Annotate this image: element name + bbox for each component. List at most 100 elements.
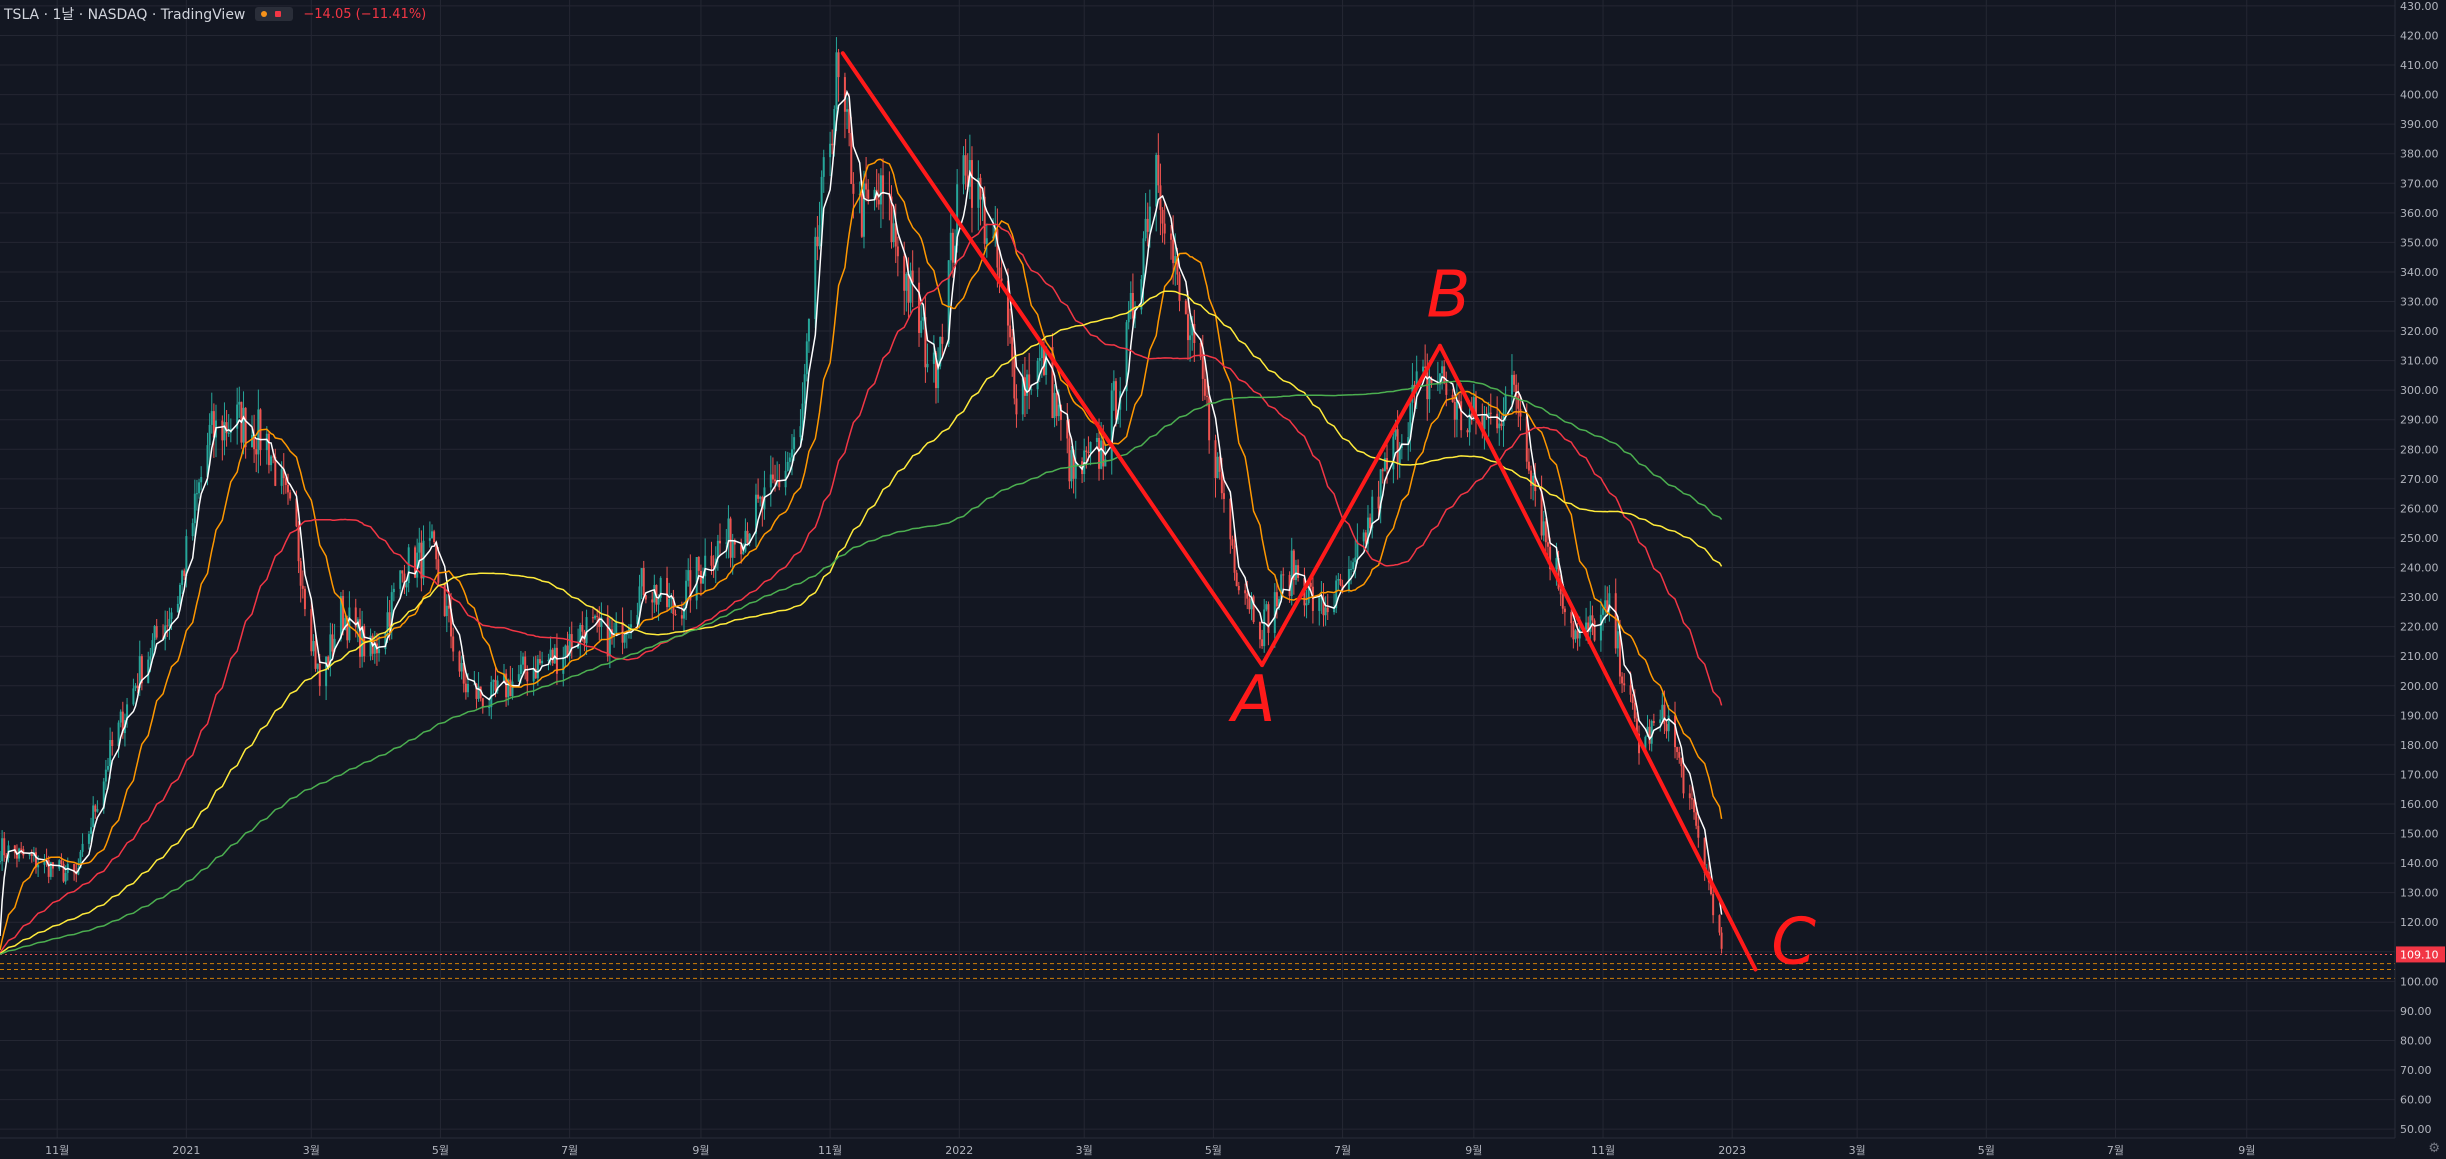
price-tick-label: 50.00 [2400, 1123, 2432, 1136]
candle-body [170, 612, 173, 619]
candle-body [208, 424, 211, 446]
candle-body [1674, 715, 1677, 748]
candle-body [136, 685, 139, 688]
indicator-icons[interactable] [255, 7, 294, 21]
candle-body [1527, 461, 1530, 471]
candle-body [1445, 383, 1448, 395]
candle-body [62, 863, 65, 882]
candle-body [733, 541, 736, 545]
candle-body [979, 177, 982, 200]
settings-gear-icon[interactable]: ⚙ [2428, 1141, 2440, 1156]
candle-body [1201, 357, 1204, 379]
candle-body [316, 663, 319, 669]
candle-body [1055, 392, 1058, 417]
candle-body [651, 599, 654, 603]
price-axis[interactable]: 50.0060.0070.0080.0090.00100.00110.00120… [2394, 0, 2446, 1159]
candle-body [769, 474, 772, 488]
candle-body [1248, 598, 1251, 610]
candle-body [331, 634, 334, 652]
candle-body [526, 671, 529, 682]
moving-average-line [0, 158, 1723, 951]
candle-body [1483, 414, 1486, 430]
candle-body [90, 827, 93, 835]
candle-body [799, 426, 802, 438]
candle-body [710, 555, 713, 566]
candle-body [788, 457, 791, 462]
candle-body [1335, 580, 1338, 609]
candle-body [1676, 747, 1679, 753]
candle-body [983, 196, 986, 244]
candle-body [1038, 358, 1041, 361]
candle-body [985, 238, 988, 244]
candle-body [1392, 436, 1395, 470]
candle-body [977, 177, 980, 208]
candle-body [1455, 400, 1458, 420]
candle-body [1292, 550, 1295, 581]
price-levels [0, 953, 2395, 979]
candle-body [443, 582, 446, 617]
candle-body [759, 496, 762, 499]
candle-body [1415, 371, 1418, 389]
candle-body [562, 656, 565, 674]
candle-body [1057, 404, 1060, 417]
candle-body [909, 270, 912, 303]
candle-body [934, 352, 937, 389]
price-tick-label: 180.00 [2400, 739, 2439, 752]
candle-body [58, 860, 61, 869]
candle-body [1599, 614, 1602, 641]
candle-body [1193, 323, 1196, 344]
candle-body [1311, 586, 1314, 611]
price-tick-label: 60.00 [2400, 1094, 2432, 1107]
price-tick-label: 350.00 [2400, 236, 2439, 249]
candle-body [966, 175, 969, 187]
candle-body [348, 607, 351, 641]
candle-body [119, 711, 122, 723]
price-tick-label: 270.00 [2400, 473, 2439, 486]
candle-body [164, 625, 167, 639]
candle-body [920, 320, 923, 333]
candle-body [1428, 378, 1431, 400]
candle-body [312, 641, 315, 652]
candle-body [911, 270, 914, 283]
candle-body [670, 596, 673, 599]
candle-body [956, 184, 959, 246]
candle-body [1068, 438, 1071, 482]
candle-body [132, 688, 135, 705]
candle-body [877, 199, 880, 205]
candle-body [820, 176, 823, 226]
candle-body [1460, 401, 1463, 431]
candle-body [642, 568, 645, 596]
candle-body [1021, 377, 1024, 415]
symbol-title[interactable]: TSLA · 1날 · NASDAQ · TradingView [4, 7, 246, 23]
time-axis[interactable]: 11월 2021 3월 5월 7월 9월 11월 2022 3월 5월 7월 9월 11월 2023 3월 5… [0, 1137, 2446, 1159]
candle-body [1045, 346, 1048, 375]
candle-body [1621, 676, 1624, 684]
candle-body [1114, 381, 1117, 420]
candle-body [270, 456, 273, 466]
candle-body [464, 683, 467, 693]
time-tick-label: 9월 [692, 1144, 709, 1157]
candle-body [314, 641, 317, 669]
candle-body [1288, 574, 1291, 596]
candle-body [1074, 461, 1077, 479]
candle-body [1098, 437, 1101, 469]
candle-body [1430, 378, 1433, 383]
time-tick-label: 3월 [1849, 1144, 1866, 1157]
candle-body [926, 363, 929, 368]
candle-body [522, 656, 525, 665]
candle-body [1333, 608, 1336, 613]
price-tick-label: 220.00 [2400, 621, 2439, 634]
candle-body [1470, 413, 1473, 418]
wave-label: C [1771, 906, 1816, 980]
candle-body [0, 861, 1, 863]
candle-body [1555, 558, 1558, 570]
candle-body [1146, 218, 1149, 232]
candle-body [873, 189, 876, 199]
candle-body [638, 586, 641, 616]
candle-body [1231, 539, 1234, 546]
candle-body [369, 635, 372, 657]
candle-body [1176, 256, 1179, 275]
candle-body [106, 766, 109, 770]
candle-body [746, 530, 749, 543]
